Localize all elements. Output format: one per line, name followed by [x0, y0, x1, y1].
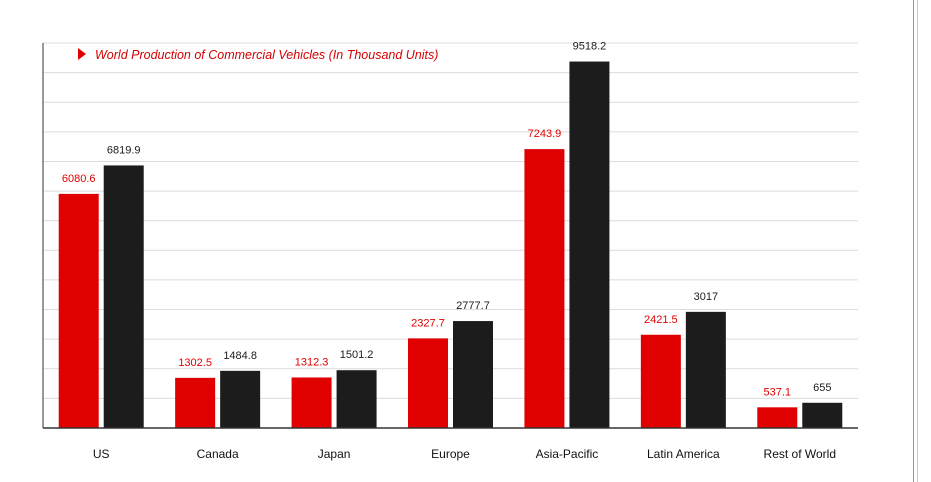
title-marker-icon: [78, 48, 86, 60]
chart-data-labels: 6080.6 6819.9 1302.5 1484.8 1312.3 1501.2 2327…: [62, 41, 832, 399]
bar-series2-rest-of-world: [802, 402, 843, 428]
chart-title-group: World Production of Commercial Vehicles …: [78, 48, 438, 62]
chart-axes: [42, 43, 858, 429]
bar-series2-canada: [220, 370, 261, 428]
bar-series2-japan: [336, 370, 377, 428]
data-label: 655: [813, 382, 831, 394]
data-label: 6080.6: [62, 173, 96, 185]
data-label: 3017: [694, 291, 718, 303]
data-label: 1501.2: [340, 349, 374, 361]
x-tick-label: Canada: [197, 447, 239, 461]
chart-grid: [43, 42, 858, 429]
data-label: 7243.9: [528, 128, 562, 140]
bar-series1-latin-america: [640, 334, 681, 428]
data-label: 1484.8: [223, 350, 257, 362]
bar-series2-europe: [453, 321, 493, 428]
chart-bars: [58, 61, 843, 429]
bar-series1-europe: [408, 338, 448, 428]
x-tick-label: Asia-Pacific: [536, 447, 599, 461]
bar-series1-rest-of-world: [757, 407, 798, 428]
bar-series1-japan: [291, 377, 332, 428]
bar-series1-asia-pacific: [524, 149, 565, 428]
data-label: 2777.7: [456, 300, 490, 312]
data-label: 6819.9: [107, 144, 141, 156]
data-label: 537.1: [764, 386, 792, 398]
bar-series2-asia-pacific: [569, 61, 610, 428]
data-label: 1312.3: [295, 356, 329, 368]
x-tick-label: Japan: [318, 447, 351, 461]
data-label: 1302.5: [178, 357, 212, 369]
data-label: 9518.2: [573, 41, 607, 53]
bar-series2-latin-america: [685, 311, 726, 428]
x-tick-label: US: [93, 447, 110, 461]
bar-series2-us: [103, 165, 144, 429]
page-border-line-light: [917, 0, 918, 482]
data-label: 2327.7: [411, 317, 445, 329]
x-tick-label: Latin America: [647, 447, 720, 461]
chart-x-tick-labels: US Canada Japan Europe Asia-Pacific Latin Ame…: [93, 447, 836, 461]
chart-title: World Production of Commercial Vehicles …: [95, 48, 438, 62]
data-label: 2421.5: [644, 314, 678, 326]
page-border-line: [913, 0, 914, 482]
x-tick-label: Europe: [431, 447, 470, 461]
bar-series1-us: [58, 193, 99, 428]
x-tick-label: Rest of World: [764, 447, 836, 461]
bar-series1-canada: [175, 377, 216, 428]
